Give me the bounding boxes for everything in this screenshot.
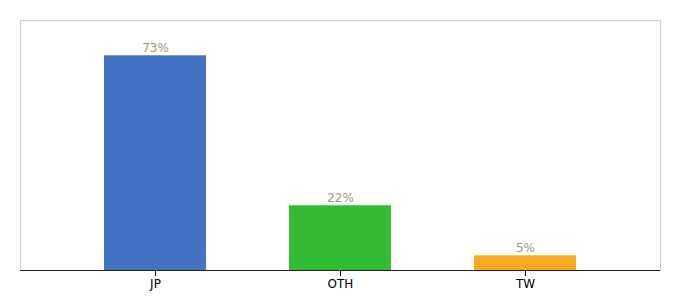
svg-text:22%: 22% bbox=[327, 191, 354, 205]
svg-text:TW: TW bbox=[515, 277, 535, 291]
svg-text:OTH: OTH bbox=[328, 277, 354, 291]
svg-text:JP: JP bbox=[149, 277, 161, 291]
svg-text:73%: 73% bbox=[142, 41, 169, 55]
svg-text:5%: 5% bbox=[516, 241, 535, 255]
